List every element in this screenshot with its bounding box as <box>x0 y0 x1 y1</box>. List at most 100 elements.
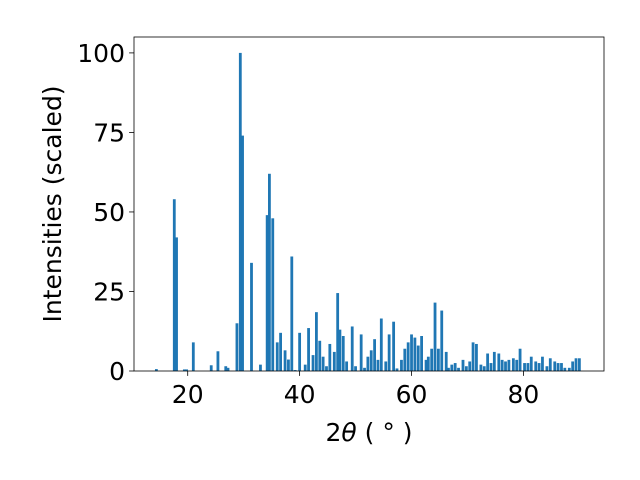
y-tick-label: 75 <box>93 118 125 147</box>
bar <box>328 343 332 371</box>
bar <box>154 369 158 371</box>
x-axis-label-theta: θ <box>341 418 356 447</box>
bar <box>515 359 519 371</box>
bar <box>440 310 444 371</box>
bar <box>537 363 541 371</box>
bar <box>185 369 188 371</box>
bar <box>534 361 538 371</box>
bar <box>471 342 475 371</box>
y-axis-label: Intensities (scaled) <box>38 85 67 322</box>
bar <box>283 350 287 371</box>
bar <box>250 262 253 371</box>
bar <box>571 361 575 371</box>
bar <box>447 367 450 371</box>
bar <box>489 363 493 371</box>
bar <box>450 364 454 371</box>
bar <box>182 369 186 371</box>
bar <box>259 364 262 371</box>
bar <box>433 302 437 371</box>
bar <box>379 318 383 371</box>
bar <box>265 215 269 371</box>
bar <box>511 358 515 371</box>
bar <box>475 343 478 371</box>
bar <box>216 351 220 371</box>
bar <box>567 367 571 371</box>
bar <box>545 366 549 371</box>
bar <box>563 367 567 371</box>
y-tick-label: 50 <box>93 198 125 227</box>
bar <box>504 361 507 371</box>
bar <box>172 199 176 371</box>
bar <box>453 363 457 371</box>
x-tick-label: 80 <box>508 380 540 409</box>
bar <box>387 334 391 371</box>
bar <box>577 358 581 371</box>
bar <box>366 356 370 371</box>
bar <box>363 367 366 371</box>
bar <box>191 342 195 371</box>
x-tick-label: 20 <box>172 380 204 409</box>
y-tick-label: 0 <box>109 357 125 386</box>
bar <box>548 358 552 371</box>
bar <box>556 363 560 371</box>
bar <box>529 356 533 371</box>
bar <box>553 361 557 371</box>
bar <box>507 359 511 371</box>
ticks-group: 20 40 60 80 0 25 50 75 100 <box>77 39 539 409</box>
x-tick-label: 60 <box>396 380 428 409</box>
bar <box>486 353 490 371</box>
bar <box>426 356 430 371</box>
bar <box>468 361 472 371</box>
bars-group <box>154 52 581 372</box>
bar <box>369 350 373 371</box>
bar <box>410 334 413 371</box>
plot-frame <box>133 36 605 372</box>
bar <box>293 370 297 371</box>
bar <box>307 328 310 371</box>
bar <box>373 339 376 371</box>
bar <box>224 366 228 371</box>
bar <box>275 342 279 371</box>
bar <box>303 364 307 371</box>
x-axis-label-prefix: 2 <box>325 418 341 447</box>
x-axis-label: 2θ ( ° ) <box>325 418 412 447</box>
bar <box>518 348 522 371</box>
bar <box>416 345 420 371</box>
bar <box>350 326 354 371</box>
bar <box>560 363 563 371</box>
bar <box>338 329 342 371</box>
bar <box>457 367 460 371</box>
bar <box>497 353 501 371</box>
bar <box>376 359 380 371</box>
bar <box>479 364 483 371</box>
bar <box>287 359 290 371</box>
bar <box>526 363 530 371</box>
bar <box>332 351 336 371</box>
bar <box>482 366 486 371</box>
bar <box>241 135 244 371</box>
bar <box>226 367 230 371</box>
bar <box>500 359 504 371</box>
bar <box>574 358 578 371</box>
bar <box>209 365 213 371</box>
bar <box>336 293 340 371</box>
bar <box>354 366 357 371</box>
y-tick-label: 100 <box>77 39 125 68</box>
bar <box>315 312 318 371</box>
bar <box>268 173 271 371</box>
bar <box>400 359 403 371</box>
bar <box>271 218 275 371</box>
bar <box>464 366 468 371</box>
bar <box>436 348 440 371</box>
bar <box>318 340 322 371</box>
bar <box>430 348 434 371</box>
bar <box>541 356 544 371</box>
y-tick-label: 25 <box>93 277 125 306</box>
x-axis-label-unit: ( ° ) <box>357 418 413 447</box>
bar <box>424 359 428 371</box>
bar <box>444 351 448 371</box>
bar <box>325 366 328 371</box>
bar <box>403 348 407 371</box>
bar <box>279 332 282 371</box>
